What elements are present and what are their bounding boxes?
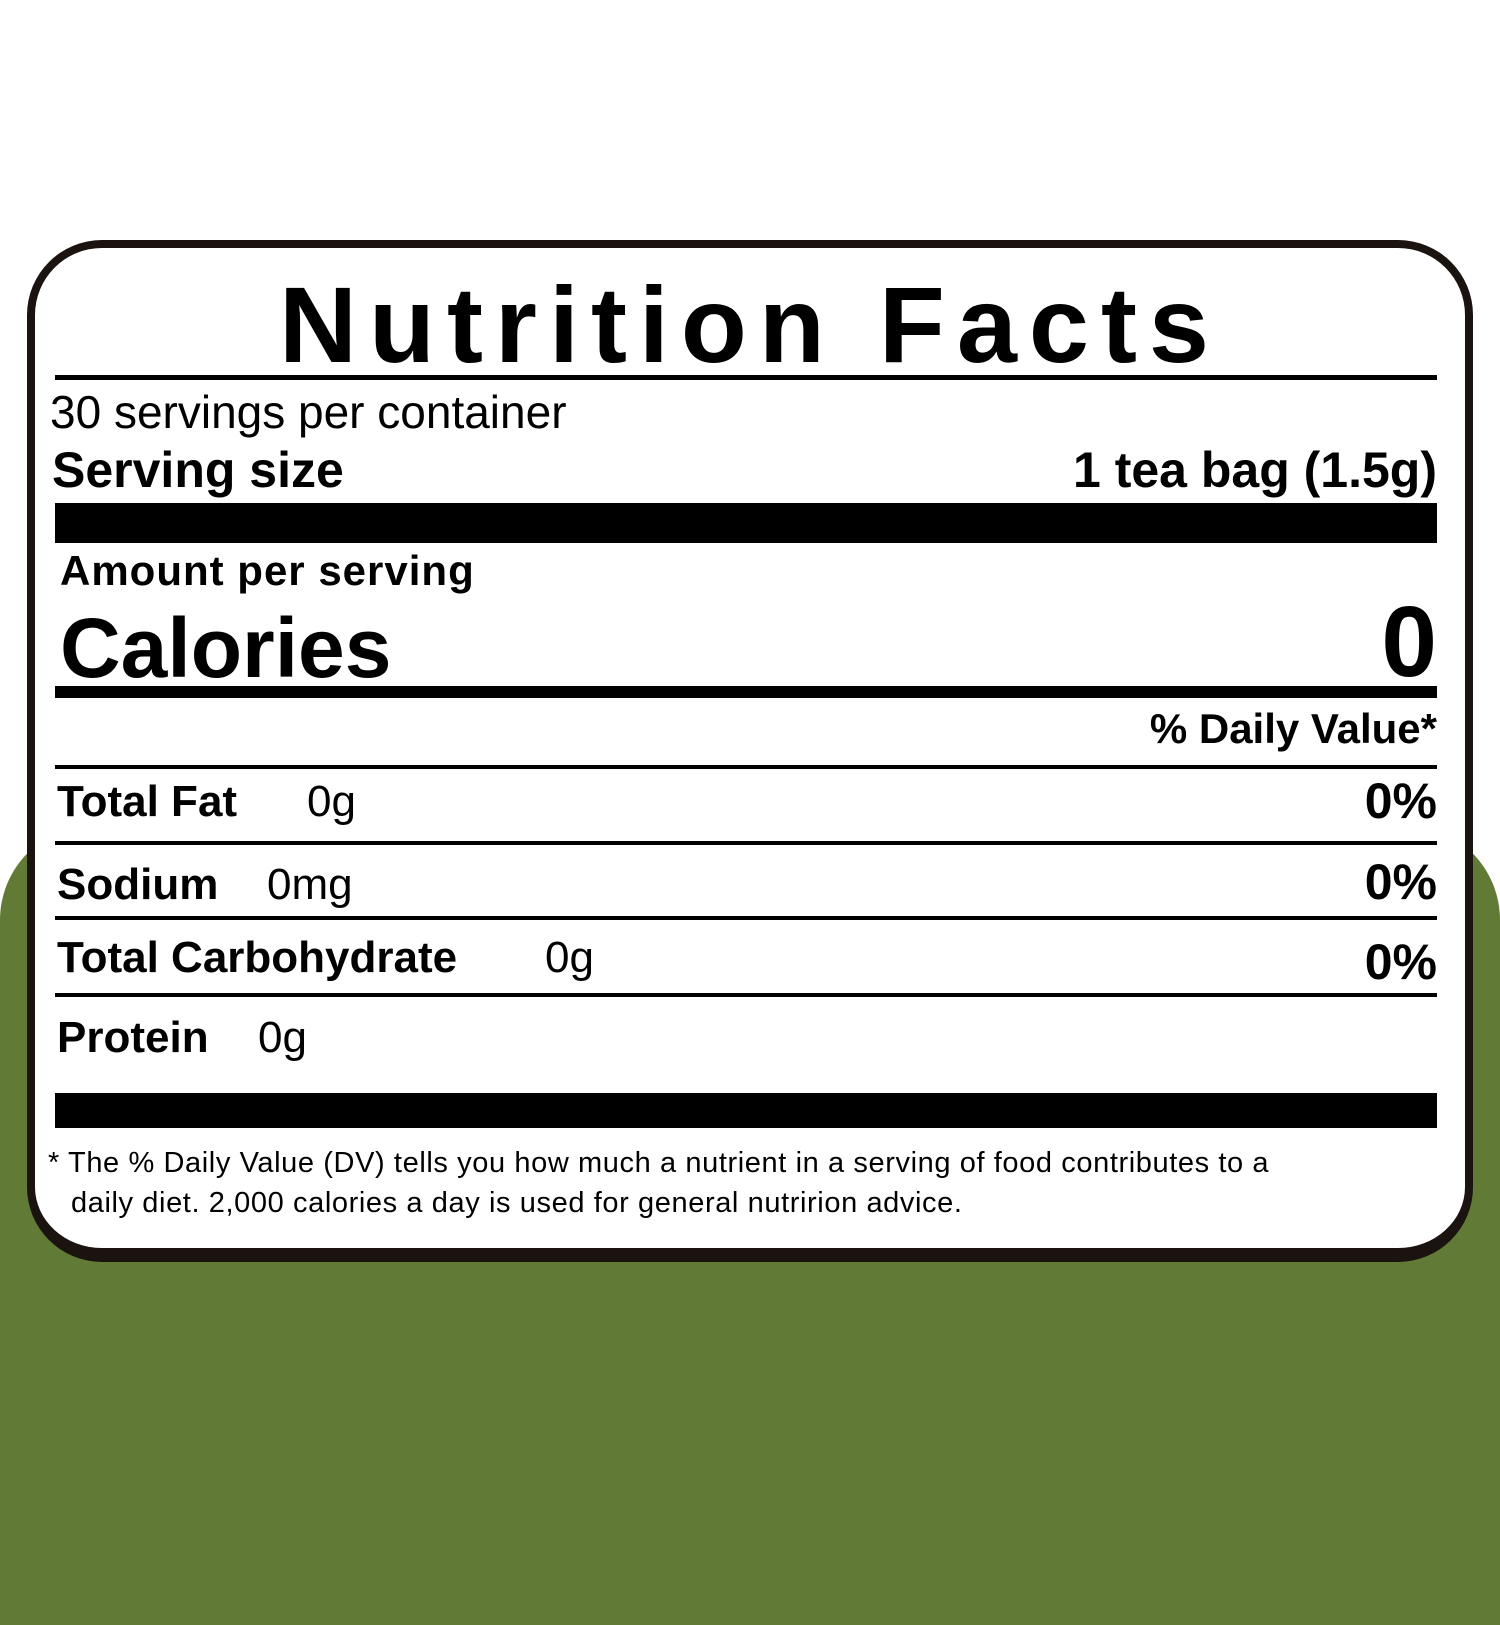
nutrient-amount: 0g [307,777,356,826]
divider [55,841,1437,845]
nutrient-amount: 0g [545,933,594,982]
nutrition-label-card [27,240,1473,1262]
calories-label: Calories [60,601,392,695]
nutrient-name: Protein [57,1013,209,1062]
daily-value-header: % Daily Value* [1149,705,1437,752]
serving-size-value: 1 tea bag (1.5g) [1073,442,1437,498]
nutrient-amount: 0mg [267,860,353,909]
amount-per-serving: Amount per serving [60,547,475,594]
nutrient-name: Sodium [57,860,219,909]
medium-divider [55,686,1437,698]
nutrient-name: Total Carbohydrate [57,933,458,982]
footnote-line-2: daily diet. 2,000 calories a day is used… [71,1187,963,1219]
nutrient-dv: 0% [1364,773,1437,829]
divider [55,375,1437,380]
serving-size-label: Serving size [52,442,344,498]
calories-value: 0 [1381,586,1437,698]
nutrient-dv: 0% [1364,854,1437,910]
thick-divider [55,503,1437,543]
nutrient-name: Total Fat [57,777,238,826]
footnote-line-1: * The % Daily Value (DV) tells you how m… [48,1147,1270,1179]
nutrient-amount: 0g [258,1013,307,1062]
thick-divider [55,1093,1437,1128]
divider [55,916,1437,920]
divider [55,765,1437,769]
divider [55,993,1437,997]
label-title: Nutrition Facts [278,264,1221,385]
servings-per-container: 30 servings per container [50,386,567,438]
nutrient-dv: 0% [1364,934,1437,990]
